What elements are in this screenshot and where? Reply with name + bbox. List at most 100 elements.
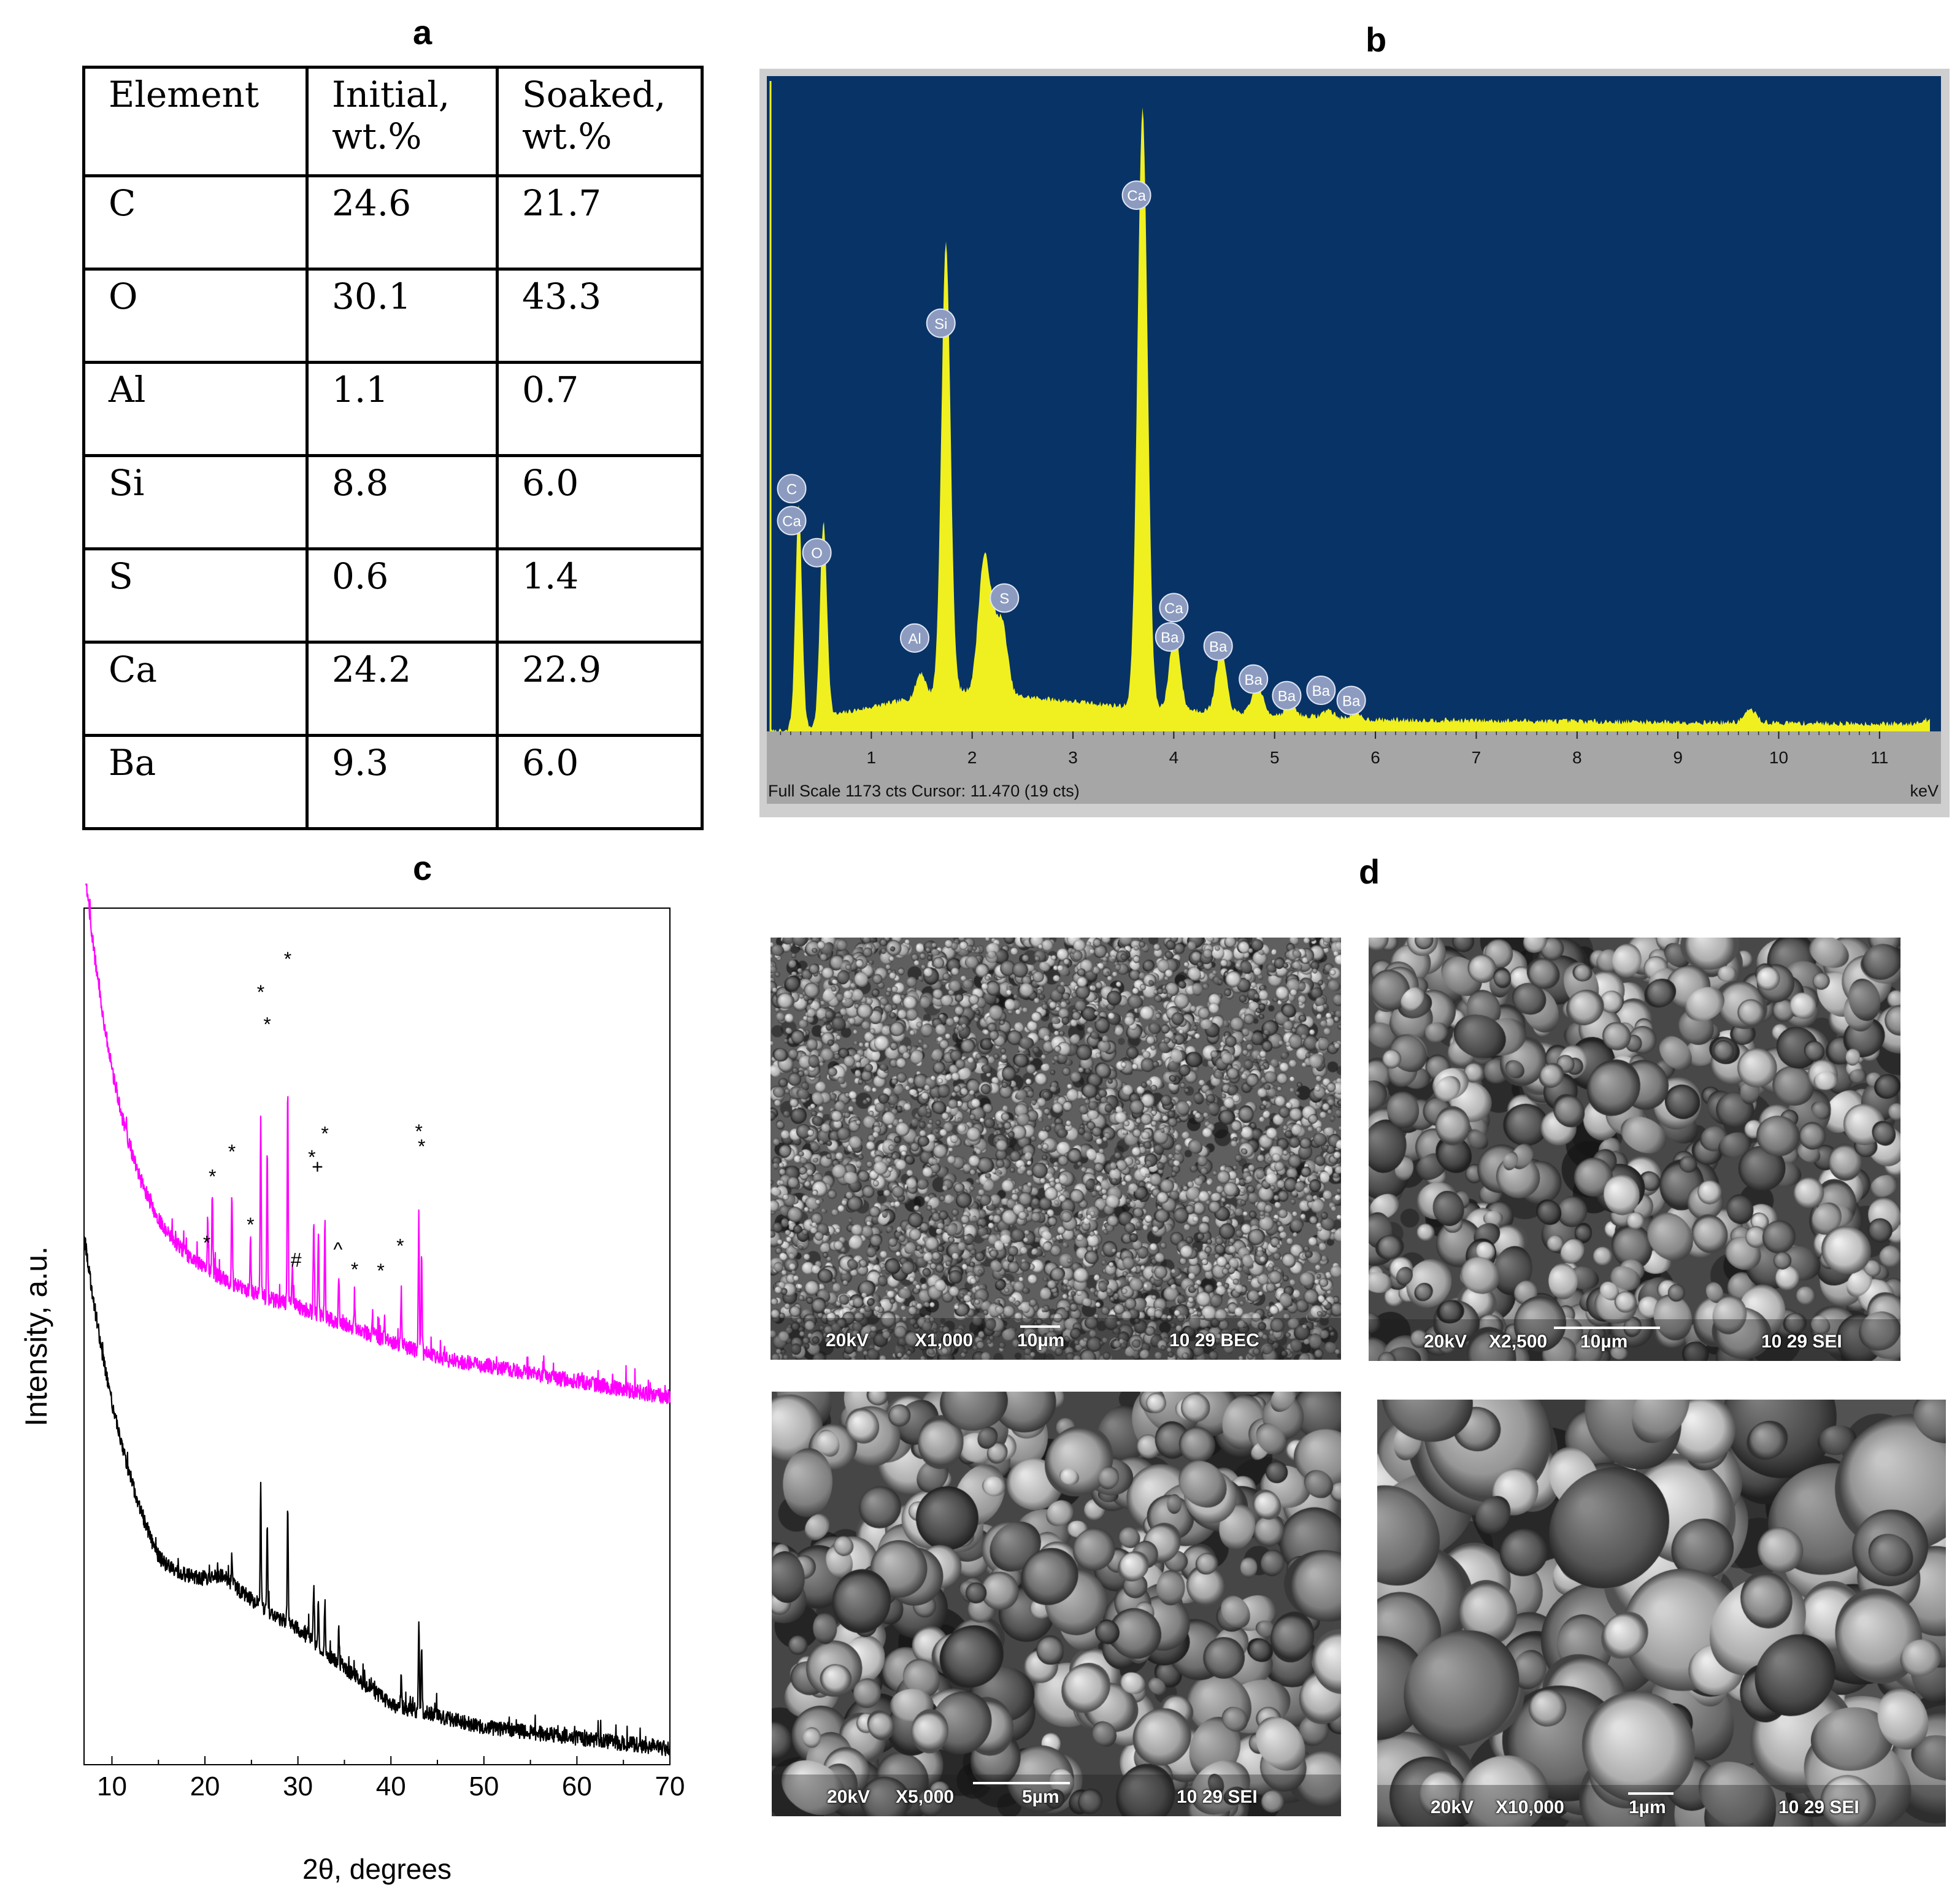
axis-bar <box>767 731 1941 804</box>
cell-initial: 24.2 <box>306 641 499 737</box>
element-marker-label: Ba <box>1278 688 1296 705</box>
sem-magnification: X2,500 <box>1489 1331 1548 1352</box>
sem-micrograph <box>1377 1400 1946 1827</box>
panel-letter-b: b <box>1366 20 1387 59</box>
sem-voltage: 20kV <box>826 1330 869 1351</box>
cell-soaked: 6.0 <box>496 734 704 830</box>
peak-annotation: * <box>209 1165 216 1187</box>
cell-element: S <box>82 547 309 644</box>
x-tick-label: 7 <box>1472 748 1482 767</box>
peak-annotation: * <box>263 1013 271 1035</box>
element-marker <box>900 623 930 653</box>
cell-element: C <box>82 174 309 271</box>
sem-info-text: 10 29 SEI <box>1177 1787 1258 1807</box>
eds-spectrum-chart: 1 2 3 4 5 6 7 8 9 10 11 Full Scale 1173 cts Cursor:… <box>759 69 1950 817</box>
table-row: Ca 24.2 22.9 <box>82 641 704 737</box>
table-header-row: Element Initial, wt.% Soaked, wt.% <box>82 66 704 177</box>
header-cell-initial: Initial, wt.% <box>306 66 499 177</box>
element-marker <box>1159 593 1189 623</box>
element-marker <box>1272 680 1302 711</box>
x-tick-label: 30 <box>283 1771 313 1802</box>
sem-scale-label: 1µm <box>1629 1797 1666 1817</box>
peak-annotation: * <box>228 1141 236 1163</box>
x-tick-label: 50 <box>469 1771 499 1802</box>
x-tick-label: 70 <box>655 1771 685 1802</box>
header-text: Element <box>109 74 259 115</box>
sem-image-x10000: 20kV X10,000 1µm 10 29 SEI <box>1377 1400 1946 1827</box>
element-marker <box>1306 676 1336 706</box>
cell-soaked: 22.9 <box>496 641 704 737</box>
composition-table: Element Initial, wt.% Soaked, wt.% C 24.6 … <box>82 66 704 830</box>
header-text: Soaked, <box>522 74 666 115</box>
x-tick-label: 2 <box>967 748 977 767</box>
x-tick-label: 10 <box>1769 748 1788 767</box>
x-tick-label: 5 <box>1270 748 1280 767</box>
sem-image-x1000: 20kV X1,000 10µm 10 29 BEC <box>771 938 1341 1360</box>
table-row: S 0.6 1.4 <box>82 547 704 644</box>
element-marker-label: Ca <box>782 514 801 530</box>
cell-initial: 0.6 <box>306 547 499 644</box>
x-tick-label: 3 <box>1068 748 1078 767</box>
cell-element: Al <box>82 361 309 457</box>
sem-magnification: X5,000 <box>896 1787 955 1807</box>
element-marker-label: C <box>786 481 797 498</box>
element-marker <box>777 506 807 536</box>
element-marker-label: Al <box>908 631 921 647</box>
sem-scale-bar <box>1628 1792 1674 1795</box>
sem-micrograph <box>1369 938 1900 1361</box>
table-row: Si 8.8 6.0 <box>82 454 704 550</box>
x-tick-label: 9 <box>1673 748 1683 767</box>
peak-annotation: * <box>415 1120 422 1143</box>
element-marker <box>926 308 956 338</box>
peak-annotation: # <box>291 1249 302 1271</box>
cell-soaked: 6.0 <box>496 454 704 550</box>
sem-image-x5000: 20kV X5,000 5µm 10 29 SEI <box>772 1392 1341 1816</box>
sem-scale-bar <box>1020 1325 1060 1328</box>
cell-initial: 9.3 <box>306 734 499 830</box>
cell-soaked: 43.3 <box>496 268 704 364</box>
table-row: O 30.1 43.3 <box>82 268 704 364</box>
element-marker-label: O <box>811 545 823 562</box>
sem-magnification: X10,000 <box>1496 1797 1564 1817</box>
element-marker-label: S <box>999 591 1009 607</box>
sem-image-x2500: 20kV X2,500 10µm 10 29 SEI <box>1369 938 1900 1361</box>
element-marker <box>990 583 1020 613</box>
peak-annotation: + <box>312 1156 323 1178</box>
sem-scale-label: 10µm <box>1017 1330 1065 1351</box>
cell-initial: 1.1 <box>306 361 499 457</box>
table-row: Al 1.1 0.7 <box>82 361 704 457</box>
cell-element: O <box>82 268 309 364</box>
header-cell-element: Element <box>82 66 309 177</box>
plot-frame <box>83 908 671 1765</box>
peak-annotation: * <box>203 1231 210 1254</box>
sem-scale-label: 5µm <box>1022 1787 1059 1807</box>
x-tick-label: 11 <box>1870 748 1888 767</box>
sem-info-bar <box>1377 1785 1946 1827</box>
peak-annotation: * <box>377 1260 384 1282</box>
cell-soaked: 1.4 <box>496 547 704 644</box>
header-text: wt.% <box>332 115 422 158</box>
peak-annotation: ^ <box>333 1238 342 1260</box>
x-tick-label: 4 <box>1169 748 1179 767</box>
element-marker-label: Ba <box>1312 683 1331 699</box>
element-marker <box>1239 664 1269 694</box>
sem-voltage: 20kV <box>1431 1797 1474 1817</box>
element-marker <box>1336 685 1366 715</box>
table-row: Ba 9.3 6.0 <box>82 734 704 830</box>
sem-voltage: 20kV <box>827 1787 870 1807</box>
table-row: C 24.6 21.7 <box>82 174 704 271</box>
x-tick-label: 1 <box>867 748 877 767</box>
x-tick-label: 20 <box>190 1771 220 1802</box>
sem-info-bar <box>1369 1319 1900 1361</box>
element-marker-label: Ba <box>1161 630 1179 646</box>
element-marker <box>1203 631 1233 661</box>
sem-info-text: 10 29 BEC <box>1169 1330 1259 1351</box>
element-marker-label: Si <box>934 316 947 333</box>
element-marker-label: Ba <box>1209 639 1228 655</box>
peak-annotation: * <box>321 1122 328 1144</box>
sem-scale-bar <box>973 1782 1070 1784</box>
cell-soaked: 0.7 <box>496 361 704 457</box>
x-tick-label: 8 <box>1572 748 1582 767</box>
element-marker-label: Ba <box>1245 672 1263 688</box>
x-tick-label: 10 <box>97 1771 127 1802</box>
